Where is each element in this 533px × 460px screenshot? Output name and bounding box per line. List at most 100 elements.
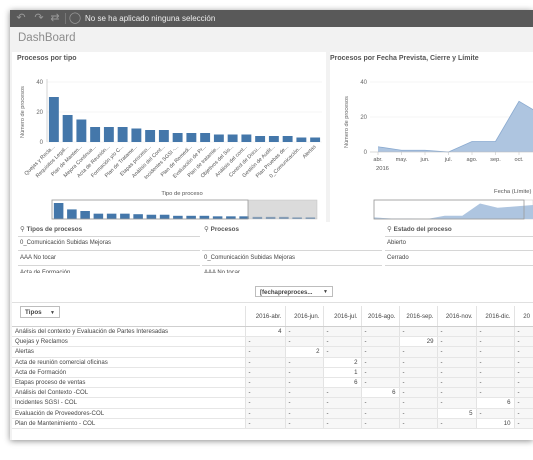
bar-chart-panel[interactable]: Procesos por tipo 0 20 40 Número de proceso… bbox=[12, 52, 326, 223]
y-tick-label: 20 bbox=[360, 115, 367, 121]
pivot-row-header[interactable]: Análisis del contexto y Evaluación de Pa… bbox=[12, 326, 245, 338]
pivot-cell: - bbox=[244, 397, 285, 409]
minichart-bar bbox=[226, 216, 236, 219]
column-dimension-label: [fechapreproces... bbox=[260, 289, 313, 296]
toolbar-divider bbox=[65, 13, 66, 24]
pivot-cell: - bbox=[322, 397, 361, 409]
listbox-procesos-item[interactable]: AAA No tocar bbox=[204, 270, 241, 273]
pivot-cell: 6 bbox=[475, 397, 514, 409]
pivot-cell: - bbox=[360, 336, 399, 348]
table-row[interactable]: Análisis del Contexto -COL - - -6- - - - bbox=[12, 387, 533, 399]
pivot-row-header[interactable]: Alertas bbox=[12, 346, 245, 358]
y-axis-label: Número de procesos bbox=[344, 96, 350, 148]
pivot-table[interactable]: 2016-abr. 2016-jun. 2016-jul. 2016-ago. 2016… bbox=[12, 306, 533, 429]
table-row[interactable]: Evaluación de Proveedores-COL - - - - -5- - bbox=[12, 408, 533, 419]
listbox-divider bbox=[202, 265, 382, 266]
pivot-cell: 2 bbox=[284, 346, 323, 358]
pivot-row-header[interactable]: Etapas proceso de ventas bbox=[12, 377, 245, 389]
table-row[interactable]: Alertas -2- - - - - - bbox=[12, 346, 533, 358]
pivot-cell: - bbox=[360, 357, 399, 368]
bar bbox=[158, 130, 169, 142]
listbox-procesos-item[interactable]: 0_Comunicación Subidas Mejoras bbox=[204, 255, 296, 261]
y-tick-label: 40 bbox=[36, 80, 43, 86]
pivot-cell: - bbox=[244, 377, 285, 389]
pivot-column-header[interactable]: 2016-jun. bbox=[284, 306, 323, 327]
listbox-estado-title: ⚲ Estado del proceso bbox=[387, 226, 452, 233]
pivot-cell: 10 bbox=[475, 418, 514, 429]
listbox-estado-item[interactable]: Cerrado bbox=[387, 255, 409, 261]
pivot-row-header[interactable]: Acta de reunión comercial oficinas bbox=[12, 357, 245, 368]
pivot-row-header[interactable]: Plan de Mantenimiento - COL bbox=[12, 418, 245, 429]
minichart-bar bbox=[120, 213, 130, 219]
clear-selections-icon[interactable]: ◯ bbox=[68, 12, 82, 24]
pivot-row-header[interactable]: Incidentes SGSI - COL bbox=[12, 397, 245, 409]
pivot-column-header[interactable]: 2016-dic. bbox=[475, 306, 514, 327]
pivot-cell: - bbox=[436, 357, 476, 368]
y-tick-label: 20 bbox=[36, 110, 43, 116]
pivot-row-header[interactable]: Acta de Formación bbox=[12, 367, 245, 378]
table-row[interactable]: Plan de Mantenimiento - COL - - - - - -10- bbox=[12, 418, 533, 429]
pivot-cell: - bbox=[513, 326, 533, 338]
pivot-cell: - bbox=[513, 418, 533, 429]
pivot-column-header[interactable]: 2016-sep. bbox=[398, 306, 437, 327]
pivot-cell: - bbox=[322, 346, 361, 358]
x-tick-label: oct. bbox=[514, 157, 523, 163]
table-row[interactable]: Quejas y Reclamos - - - -29- - - bbox=[12, 336, 533, 348]
y-tick-label: 40 bbox=[360, 80, 367, 86]
pivot-cell: - bbox=[475, 346, 514, 358]
table-row[interactable]: Análisis del contexto y Evaluación de Pa… bbox=[12, 326, 533, 338]
listbox-tipos-item[interactable]: 0_Comunicación Subidas Mejoras bbox=[20, 240, 112, 246]
search-icon: ⚲ bbox=[204, 226, 209, 233]
pivot-cell: 2 bbox=[322, 357, 361, 368]
pivot-cell: 29 bbox=[398, 336, 437, 348]
pivot-cell: - bbox=[398, 346, 437, 358]
pivot-cell: 6 bbox=[360, 387, 399, 399]
bar bbox=[282, 136, 293, 142]
minichart-bar bbox=[186, 215, 196, 219]
pivot-cell: - bbox=[322, 336, 361, 348]
pivot-row-header[interactable]: Análisis del Contexto -COL bbox=[12, 387, 245, 399]
column-dimension-button[interactable]: [fechapreproces... ▼ bbox=[255, 286, 333, 297]
listbox-tipos-title: ⚲ Tipos de procesos bbox=[20, 226, 83, 233]
date-dimension-dropdown: Fecha (Límite) ▾ bbox=[494, 189, 533, 195]
pivot-cell: 5 bbox=[436, 408, 476, 419]
area-chart-panel[interactable]: Procesos por Fecha Prevista, Cierre y Lí… bbox=[330, 52, 533, 223]
pivot-column-header[interactable]: 2016-nov. bbox=[436, 306, 476, 327]
pivot-cell: - bbox=[475, 336, 514, 348]
lock-selections-icon[interactable]: ⇄ bbox=[50, 12, 60, 24]
listbox-tipos-item[interactable]: Acta de Formación bbox=[20, 270, 71, 273]
pivot-row-header[interactable]: Evaluación de Proveedores-COL bbox=[12, 408, 245, 419]
selection-status-text: No se ha aplicado ninguna selección bbox=[85, 14, 216, 23]
pivot-column-header[interactable]: 2016-jul. bbox=[322, 306, 361, 327]
y-tick-label: 0 bbox=[364, 150, 368, 156]
table-row[interactable]: Acta de Formación - -1- - - - - bbox=[12, 367, 533, 378]
app-window: ↶ ↷ ⇄ ◯ No se ha aplicado ninguna selecc… bbox=[10, 10, 533, 440]
minichart-bar bbox=[146, 214, 157, 219]
dropdown-arrow-icon: ▼ bbox=[323, 289, 328, 295]
table-row[interactable]: Acta de reunión comercial oficinas - -2- - -… bbox=[12, 357, 533, 368]
pivot-column-header[interactable]: 2016-ago. bbox=[360, 306, 399, 327]
listbox-estado-item[interactable]: Abierto bbox=[387, 240, 407, 246]
area-chart[interactable]: 0 20 40 Número de procesos abr. may. jun. jul. a… bbox=[330, 52, 533, 223]
back-icon[interactable]: ↶ bbox=[16, 12, 26, 24]
table-row[interactable]: Etapas proceso de ventas - -6- - - - - bbox=[12, 377, 533, 389]
y-axis-label: Número de procesos bbox=[20, 86, 26, 138]
pivot-cell: - bbox=[244, 387, 285, 399]
pivot-cell: - bbox=[360, 377, 399, 389]
pivot-column-header[interactable]: 2016-abr. bbox=[244, 306, 285, 327]
pivot-row-header[interactable]: Quejas y Reclamos bbox=[12, 336, 245, 348]
table-row[interactable]: Incidentes SGSI - COL - - - - - -6- bbox=[12, 397, 533, 409]
listbox-tipos-item[interactable]: AAA No tocar bbox=[20, 255, 57, 261]
forward-icon[interactable]: ↷ bbox=[34, 12, 44, 24]
pivot-column-header[interactable]: 20 bbox=[513, 306, 533, 327]
filters-panel bbox=[12, 222, 533, 284]
y-tick-label: 0 bbox=[40, 140, 44, 146]
pivot-cell: - bbox=[244, 357, 285, 368]
minichart-bar bbox=[173, 215, 183, 219]
bar bbox=[186, 133, 197, 142]
pivot-cell: - bbox=[513, 397, 533, 409]
minichart-bar bbox=[212, 216, 223, 219]
area-series bbox=[378, 101, 533, 152]
listbox-divider bbox=[18, 250, 200, 251]
